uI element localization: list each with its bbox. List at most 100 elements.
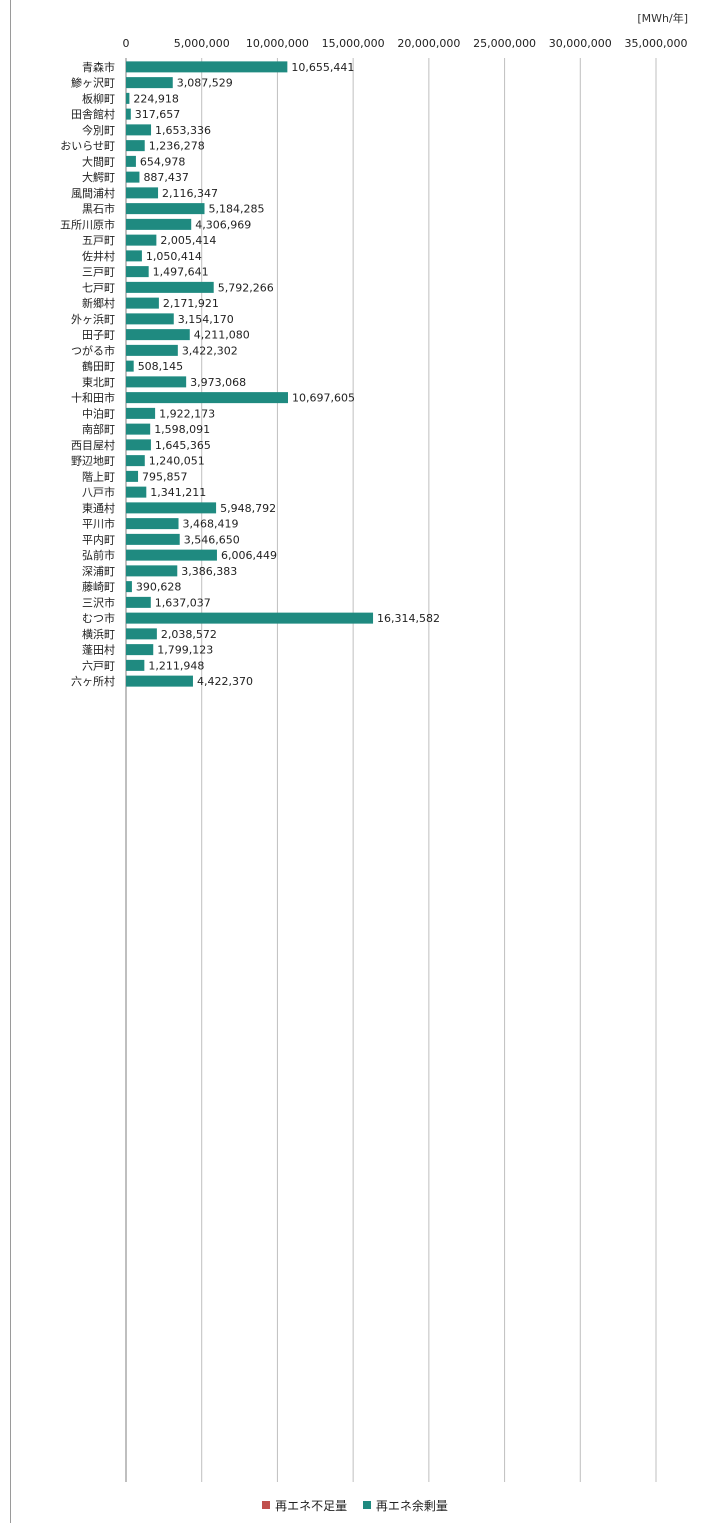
bar xyxy=(126,360,134,372)
category-label: 鯵ヶ沢町 xyxy=(71,76,115,90)
data-label: 1,922,173 xyxy=(159,407,215,420)
data-label: 1,236,278 xyxy=(149,140,205,153)
data-label: 3,154,170 xyxy=(178,313,234,326)
data-label: 224,918 xyxy=(133,92,179,105)
data-label: 1,799,123 xyxy=(157,644,213,657)
bar xyxy=(126,140,145,152)
bar xyxy=(126,392,288,404)
category-label: 三戸町 xyxy=(82,266,115,279)
bar xyxy=(126,423,151,435)
bar xyxy=(126,376,187,388)
legend-item-surplus: 再エネ余剰量 xyxy=(362,1497,448,1514)
bar xyxy=(126,313,174,325)
bar xyxy=(126,218,192,230)
category-label: 野辺地町 xyxy=(71,455,115,468)
data-label: 3,422,302 xyxy=(182,344,238,357)
bar xyxy=(126,486,147,498)
data-label: 1,050,414 xyxy=(146,250,202,263)
bar xyxy=(126,659,145,671)
category-label: おいらせ町 xyxy=(60,140,115,153)
category-label: 新郷村 xyxy=(82,296,115,310)
category-label: 風間浦村 xyxy=(71,186,115,200)
bar xyxy=(126,61,288,73)
bar xyxy=(126,203,205,215)
bar xyxy=(126,612,374,624)
category-label: 板柳町 xyxy=(82,91,115,105)
category-label: 今別町 xyxy=(82,123,115,137)
data-label: 654,978 xyxy=(140,155,186,168)
bar xyxy=(126,155,136,167)
data-label: 3,468,419 xyxy=(183,518,239,531)
category-label: 六戸町 xyxy=(82,659,115,672)
bar xyxy=(126,281,214,293)
category-label: 中泊町 xyxy=(82,407,115,420)
category-label: 大鰐町 xyxy=(82,170,115,184)
bar xyxy=(126,455,145,467)
data-label: 3,087,529 xyxy=(177,77,233,90)
category-label: 青森市 xyxy=(82,60,115,74)
bar xyxy=(126,565,178,577)
category-label: 東通村 xyxy=(82,501,115,515)
category-label: 田舎館村 xyxy=(71,107,115,121)
category-label: 西目屋村 xyxy=(71,438,115,452)
data-label: 1,341,211 xyxy=(150,486,206,499)
category-label: 階上町 xyxy=(82,469,115,483)
category-label: 大間町 xyxy=(82,154,115,168)
bar xyxy=(126,187,159,199)
data-label: 5,792,266 xyxy=(218,281,274,294)
bar xyxy=(126,108,131,120)
category-label: 横浜町 xyxy=(82,627,115,641)
category-label: 六ヶ所村 xyxy=(71,674,115,688)
chart-frame xyxy=(10,0,709,1523)
bar xyxy=(126,628,157,640)
x-tick-label: 35,000,000 xyxy=(625,37,688,50)
data-label: 10,697,605 xyxy=(292,392,355,405)
data-label: 2,171,921 xyxy=(163,297,219,310)
bar xyxy=(126,502,217,514)
data-label: 10,655,441 xyxy=(291,61,354,74)
category-label: 田子町 xyxy=(82,329,115,342)
category-label: 五戸町 xyxy=(82,234,115,247)
data-label: 390,628 xyxy=(136,581,182,594)
bar xyxy=(126,518,179,530)
data-label: 6,006,449 xyxy=(221,549,277,562)
data-label: 3,546,650 xyxy=(184,533,240,546)
data-label: 3,973,068 xyxy=(190,376,246,389)
data-label: 2,005,414 xyxy=(160,234,216,247)
data-label: 887,437 xyxy=(143,171,189,184)
x-tick-label: 20,000,000 xyxy=(397,37,460,50)
bar xyxy=(126,675,193,687)
category-label: 東北町 xyxy=(82,376,115,389)
bar xyxy=(126,234,157,246)
bar xyxy=(126,533,180,545)
x-tick-label: 5,000,000 xyxy=(174,37,230,50)
bar xyxy=(126,644,154,656)
data-label: 2,116,347 xyxy=(162,187,218,200)
data-label: 5,184,285 xyxy=(209,203,265,216)
bar xyxy=(126,470,139,482)
category-label: 鶴田町 xyxy=(82,359,115,373)
bar xyxy=(126,439,151,451)
x-tick-label: 25,000,000 xyxy=(473,37,536,50)
bar xyxy=(126,297,159,309)
data-label: 1,653,336 xyxy=(155,124,211,137)
category-label: 三沢市 xyxy=(82,595,115,609)
data-label: 1,645,365 xyxy=(155,439,211,452)
category-label: 弘前市 xyxy=(82,548,115,562)
legend-label-surplus: 再エネ余剰量 xyxy=(375,1499,448,1513)
legend-swatch-surplus xyxy=(362,1500,371,1509)
category-label: 平川市 xyxy=(82,517,115,531)
legend-item-shortage: 再エネ不足量 xyxy=(262,1497,347,1514)
bar xyxy=(126,596,151,608)
category-label: 蓬田村 xyxy=(82,643,115,657)
data-label: 1,497,641 xyxy=(153,266,209,279)
legend-label-shortage: 再エネ不足量 xyxy=(275,1499,348,1513)
bar xyxy=(126,92,130,104)
bar xyxy=(126,124,152,136)
bar xyxy=(126,250,142,262)
legend-swatch-shortage xyxy=(262,1500,271,1509)
unit-label: [MWh/年] xyxy=(637,12,688,25)
category-label: 藤崎町 xyxy=(82,580,115,594)
x-tick-label: 30,000,000 xyxy=(549,37,612,50)
data-label: 795,857 xyxy=(142,470,188,483)
